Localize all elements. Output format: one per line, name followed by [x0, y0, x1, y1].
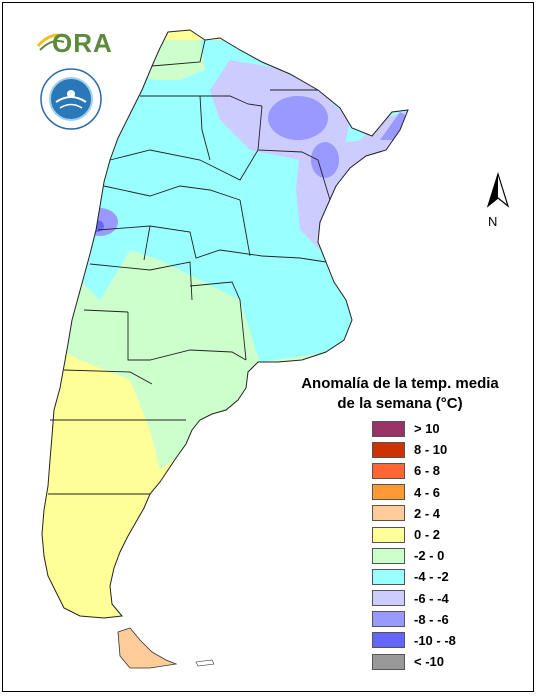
ora-logo-text: ORA — [52, 28, 113, 58]
legend-swatch — [372, 484, 405, 501]
ora-logo-icon — [36, 33, 65, 51]
legend-label: 6 - 8 — [414, 463, 441, 479]
legend-item: 6 - 8 — [372, 460, 456, 481]
legend-item: > 10 — [372, 418, 456, 439]
legend-item: < -10 — [372, 651, 456, 672]
legend-swatch — [372, 441, 405, 458]
legend-label: 8 - 10 — [414, 442, 448, 458]
legend-item: 8 - 10 — [372, 439, 456, 460]
legend-title-line2: de la semana (°C) — [337, 395, 463, 412]
legend-label: -8 - -6 — [414, 611, 449, 627]
legend-swatch — [372, 590, 405, 607]
legend-label: > 10 — [414, 421, 440, 437]
legend-label: -2 - 0 — [414, 548, 445, 564]
legend-item: 4 - 6 — [372, 482, 456, 503]
north-label: N — [488, 214, 498, 229]
legend-swatch — [372, 568, 405, 585]
legend-item: -6 - -4 — [372, 588, 456, 609]
legend-swatch — [372, 632, 405, 649]
legend-swatch — [372, 611, 405, 628]
legend-title-line1: Anomalía de la temp. media — [301, 375, 499, 392]
legend-item: -4 - -2 — [372, 566, 456, 587]
legend-item: 0 - 2 — [372, 524, 456, 545]
legend-swatch — [372, 547, 405, 564]
legend: > 10 8 - 10 6 - 8 4 - 6 2 - 4 0 - 2 -2 -… — [372, 418, 456, 672]
legend-item: 2 - 4 — [372, 503, 456, 524]
legend-label: 0 - 2 — [414, 527, 441, 543]
legend-label: 4 - 6 — [414, 484, 441, 500]
legend-label: -4 - -2 — [414, 569, 449, 585]
legend-item: -2 - 0 — [372, 545, 456, 566]
smn-seal-icon — [40, 68, 102, 130]
legend-swatch — [372, 526, 405, 543]
legend-swatch — [372, 462, 405, 479]
legend-swatch — [372, 653, 405, 670]
legend-item: -8 - -6 — [372, 609, 456, 630]
legend-item: -10 - -8 — [372, 630, 456, 651]
legend-title: Anomalía de la temp. media de la semana … — [290, 374, 510, 414]
north-arrow-icon — [486, 172, 510, 208]
legend-label: < -10 — [414, 654, 444, 670]
legend-swatch — [372, 505, 405, 522]
legend-swatch — [372, 420, 405, 437]
legend-label: -10 - -8 — [414, 632, 456, 648]
legend-label: 2 - 4 — [414, 505, 441, 521]
legend-label: -6 - -4 — [414, 590, 449, 606]
